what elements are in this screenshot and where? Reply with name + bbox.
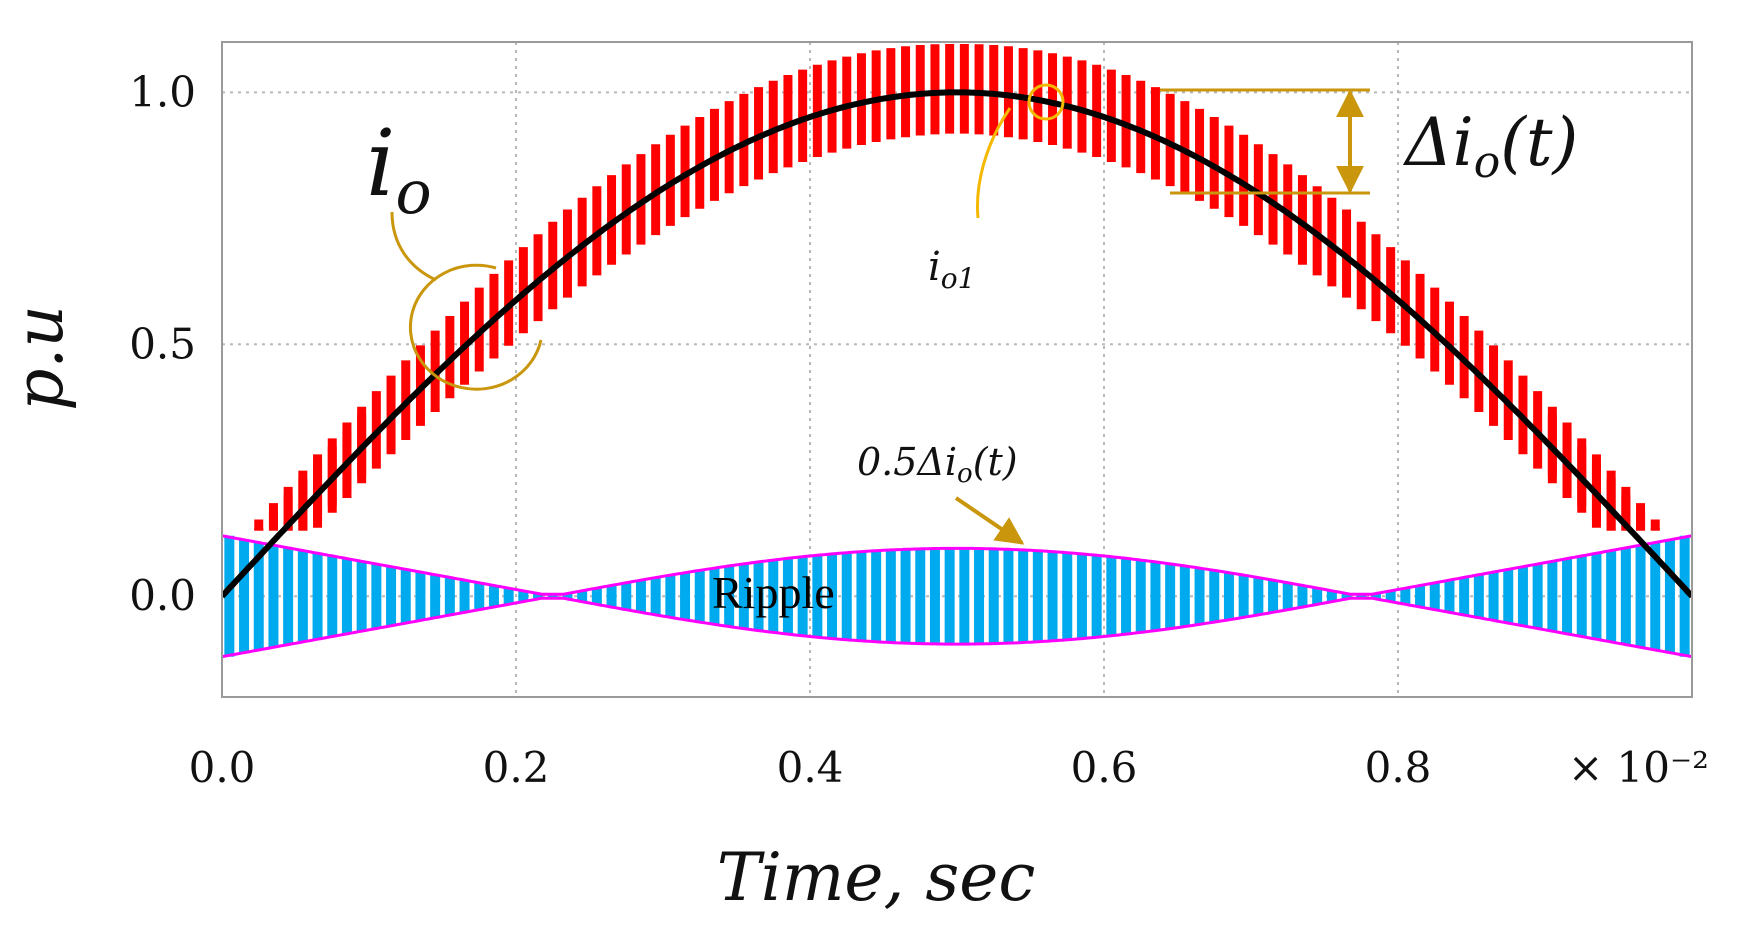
io-label: io <box>366 110 432 228</box>
io1-label: io1 <box>928 244 975 295</box>
x-tick-label: 0.0 <box>189 743 256 792</box>
y-tick-label: 0.0 <box>129 571 196 620</box>
ripple-series <box>224 530 1690 662</box>
io1-pointer-circle <box>1027 83 1065 121</box>
envelope-lower-line <box>222 596 1692 659</box>
y-tick-labels: 0.0 0.5 1.0 <box>129 67 196 620</box>
delta-io-label: Δio(t) <box>1402 104 1578 188</box>
x-tick-labels: 0.0 0.2 0.4 0.6 0.8 <box>189 743 1432 792</box>
io-pointer-curve <box>390 211 437 282</box>
envelope-upper-line <box>222 534 1692 596</box>
half-delta-arrow <box>954 496 1025 545</box>
plot-frame <box>221 41 1693 698</box>
x-tick-label: 0.6 <box>1071 743 1138 792</box>
io1-fundamental-line <box>222 89 1692 599</box>
half-delta-label: 0.5Δio(t) <box>857 440 1018 489</box>
io1-pointer-curve <box>976 107 1012 219</box>
io-pointer-circle <box>408 263 543 391</box>
x-tick-label: 0.2 <box>483 743 550 792</box>
y-tick-label: 0.5 <box>129 319 196 368</box>
ripple-label: Ripple <box>712 567 835 618</box>
x-axis-title: Time, sec <box>717 839 1036 916</box>
x-multiplier: × 10⁻² <box>1568 743 1709 792</box>
x-tick-label: 0.4 <box>777 743 844 792</box>
y-axis-title: p.u <box>1 305 78 411</box>
y-tick-label: 1.0 <box>129 67 196 116</box>
x-tick-label: 0.8 <box>1365 743 1432 792</box>
